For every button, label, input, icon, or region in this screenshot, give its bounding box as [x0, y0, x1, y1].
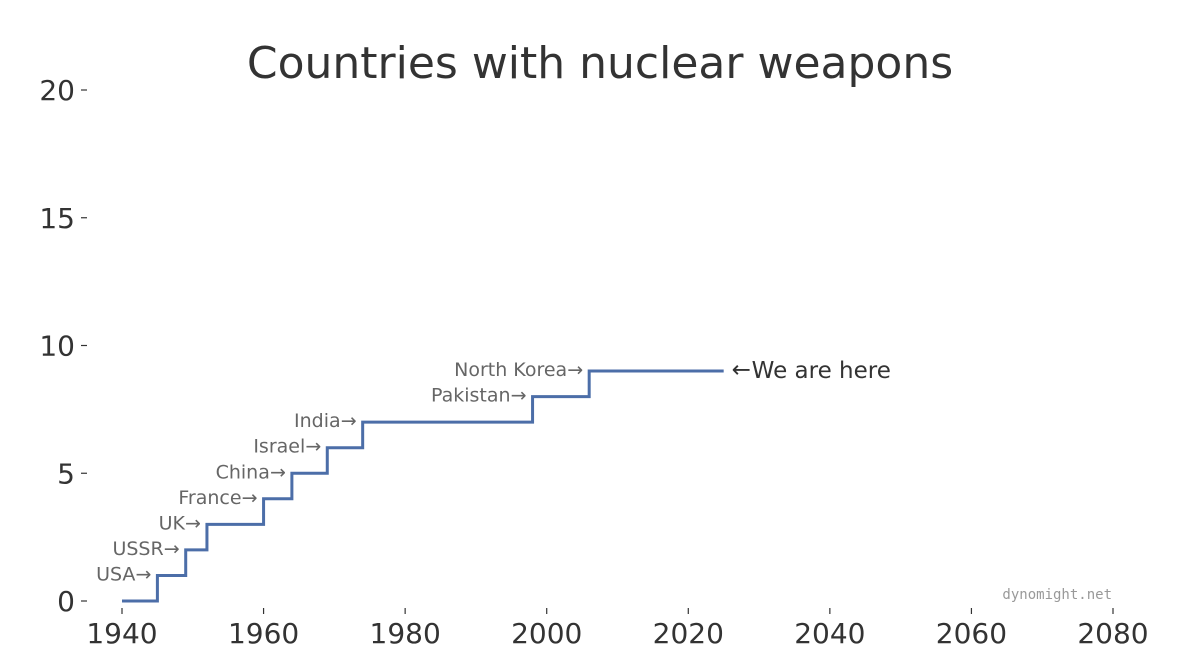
nuclear-count-step-line — [122, 369, 724, 603]
x-tick-label: 2040 — [794, 617, 865, 650]
annotation-label: Pakistan — [431, 385, 511, 407]
x-tick-label: 1960 — [228, 617, 299, 650]
y-tick-label: 5 — [57, 457, 75, 490]
annotation-label: North Korea — [454, 359, 567, 381]
annotation-arrow-icon: → — [185, 512, 201, 534]
annotation-arrow-icon: → — [164, 538, 180, 560]
y-tick-label: 10 — [39, 330, 75, 363]
annotation-label: China — [216, 461, 270, 483]
x-tick-label: 2020 — [653, 617, 724, 650]
we-are-here-label: We are here — [752, 358, 891, 384]
annotation-label: UK — [159, 512, 186, 534]
y-tick-label: 15 — [39, 202, 75, 235]
x-tick-label: 2080 — [1077, 617, 1148, 650]
annotation-label: USA — [96, 563, 135, 585]
annotation-label: India — [294, 410, 341, 432]
credit-label: dynomight.net — [1002, 587, 1112, 603]
country-annotations: →USA→USSR→UK→France→China→Israel→India→P… — [96, 359, 583, 585]
annotation-arrow-icon: → — [270, 461, 286, 483]
x-tick-label: 2060 — [936, 617, 1007, 650]
annotation-arrow-icon: → — [305, 436, 321, 458]
chart-title: Countries with nuclear weapons — [247, 38, 953, 89]
y-axis: 0 5 10 15 20 — [39, 74, 87, 618]
annotation-label: USSR — [112, 538, 163, 560]
annotation-arrow-icon: → — [511, 385, 527, 407]
we-are-here-arrow-icon: ← — [732, 357, 751, 383]
annotation-label: France — [178, 487, 241, 509]
x-tick-label: 1980 — [370, 617, 441, 650]
y-tick-label: 0 — [57, 585, 75, 618]
x-axis: 1940 1960 1980 2000 2020 2040 2060 2080 — [86, 608, 1149, 650]
annotation-arrow-icon: → — [135, 563, 151, 585]
x-tick-label: 2000 — [511, 617, 582, 650]
annotation-arrow-icon: → — [341, 410, 357, 432]
y-tick-label: 20 — [39, 74, 75, 107]
x-tick-label: 1940 — [86, 617, 157, 650]
annotation-arrow-icon: → — [242, 487, 258, 509]
annotation-label: Israel — [253, 436, 305, 458]
annotation-arrow-icon: → — [567, 359, 583, 381]
